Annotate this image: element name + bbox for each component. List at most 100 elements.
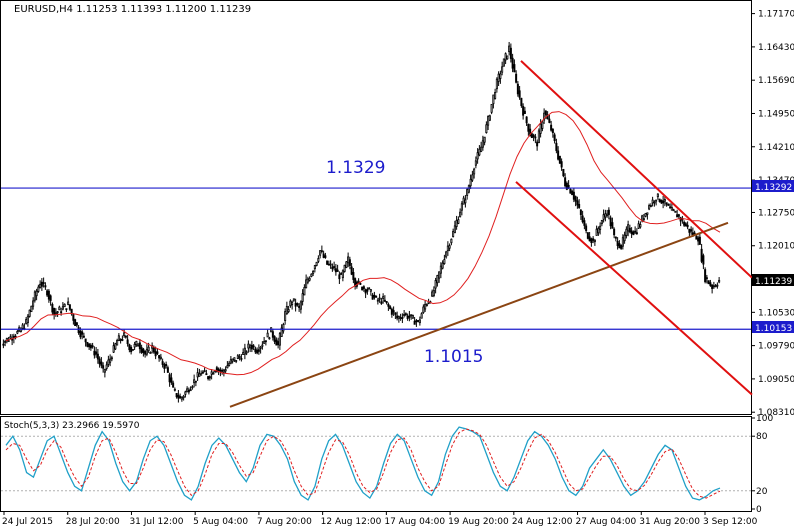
candle-body: [138, 342, 141, 350]
candle-body: [618, 243, 621, 249]
axis-layer: 1.171701.164301.156901.149501.142101.134…: [2, 10, 794, 527]
candle-body: [240, 357, 243, 360]
candle-body: [362, 286, 365, 290]
price-panel-frame: [0, 0, 752, 415]
candle-body: [439, 265, 442, 274]
candle-body: [714, 285, 717, 288]
candle-body: [648, 205, 651, 210]
price-tick-label: 1.17170: [758, 10, 794, 20]
candle-body: [382, 296, 385, 299]
candle-body: [644, 212, 647, 217]
candle-body: [215, 367, 218, 373]
candle-body: [396, 315, 399, 319]
candle-body: [137, 344, 140, 347]
candle-body: [415, 320, 418, 323]
time-tick-label: 3 Sep 12:00: [703, 517, 758, 527]
candle-body: [387, 303, 390, 307]
candle-body: [161, 361, 164, 365]
candle-body: [553, 134, 556, 141]
candle-body: [102, 365, 105, 369]
candle-body: [320, 250, 323, 253]
candle-body: [345, 261, 348, 268]
stoch-signal-line: [5, 428, 721, 499]
time-tick-label: 12 Aug 12:00: [321, 517, 382, 527]
candle-body: [42, 282, 45, 284]
candle-body: [182, 395, 185, 399]
candle-body: [212, 372, 215, 375]
candle-body: [67, 301, 70, 305]
candle-body: [487, 116, 490, 126]
candle-body: [375, 295, 378, 298]
candle-body: [474, 160, 477, 166]
candle-body: [280, 327, 283, 338]
candle-body: [89, 344, 92, 349]
level-tag-lower-box: [752, 321, 794, 333]
candle-body: [126, 339, 129, 344]
candle-body: [40, 281, 43, 287]
candle-body: [704, 269, 707, 283]
candle-body: [380, 301, 383, 304]
candle-body: [698, 236, 701, 245]
candle-body: [501, 66, 504, 73]
candle-body: [530, 133, 533, 139]
candle-body: [247, 343, 250, 349]
candle-body: [508, 45, 511, 53]
stoch-tick-label: 80: [756, 432, 768, 442]
candle-body: [193, 379, 196, 384]
candle-body: [173, 388, 176, 391]
candle-body: [516, 83, 519, 95]
candle-body: [257, 349, 260, 352]
candle-body: [317, 258, 320, 262]
candle-body: [315, 261, 318, 266]
candle-body: [534, 136, 537, 139]
candle-body: [478, 148, 481, 156]
candle-body: [352, 272, 355, 280]
candle-body: [357, 280, 360, 283]
candle-body: [32, 300, 35, 307]
candle-body: [156, 351, 159, 354]
candle-body: [662, 200, 665, 204]
candle-body: [329, 263, 332, 266]
candle-body: [593, 239, 596, 243]
candle-body: [712, 285, 715, 288]
candle-body: [142, 348, 145, 354]
candle-body: [504, 53, 507, 61]
candle-body: [46, 290, 49, 296]
candle-body: [424, 303, 427, 310]
candle-body: [676, 214, 679, 218]
candle-body: [145, 348, 148, 355]
overlay-layer: [1, 60, 753, 408]
candle-body: [96, 353, 99, 360]
candle-body: [445, 251, 448, 258]
candle-body: [695, 236, 698, 240]
candle-body: [499, 73, 502, 79]
candle-body: [110, 357, 113, 360]
candle-body: [607, 209, 610, 215]
candle-body: [520, 97, 523, 106]
candle-body: [366, 289, 369, 292]
candle-body: [179, 396, 182, 399]
candle-body: [222, 369, 225, 373]
candle-body: [348, 259, 351, 266]
candle-body: [123, 332, 126, 337]
time-tick-label: 24 Jul 2015: [2, 517, 53, 527]
candle-body: [495, 78, 498, 90]
candle-body: [481, 140, 484, 148]
candle-body: [404, 313, 407, 316]
candle-body: [576, 200, 579, 206]
candle-body: [476, 152, 479, 160]
candle-body: [656, 193, 659, 198]
time-tick-label: 27 Aug 04:00: [576, 517, 637, 527]
level-tag-upper-box: [752, 180, 794, 192]
candle-body: [133, 343, 136, 348]
candle-body: [562, 168, 565, 177]
candle-body: [229, 359, 232, 364]
candle-body: [383, 299, 386, 302]
candle-body: [285, 306, 288, 315]
level-tag-upper: 1.13292: [755, 183, 792, 193]
candle-body: [558, 155, 561, 164]
candle-body: [273, 336, 276, 342]
candle-body: [627, 224, 630, 232]
candle-body: [651, 199, 654, 204]
candle-body: [679, 217, 682, 222]
